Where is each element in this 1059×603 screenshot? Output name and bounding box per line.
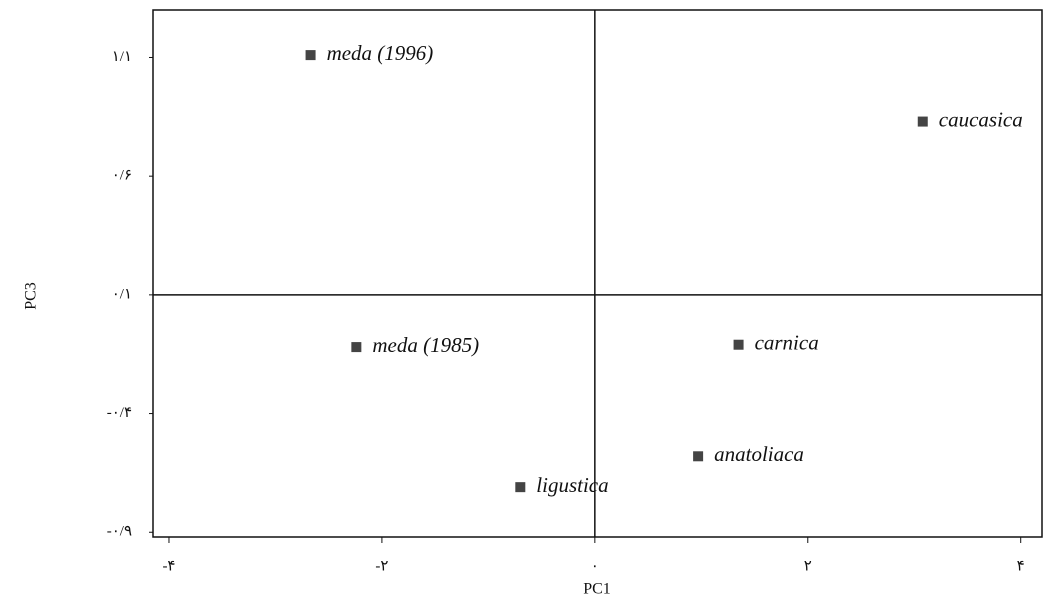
x-axis-label: PC1 xyxy=(583,581,611,598)
y-tick-label: -۰/۹ xyxy=(107,524,132,540)
x-tick-label: -۴ xyxy=(162,558,175,574)
plot-frame xyxy=(152,9,1043,538)
point xyxy=(351,342,362,353)
x-tick-label: ۲ xyxy=(804,558,812,574)
point-label: carnica xyxy=(755,331,819,355)
point xyxy=(515,482,526,493)
point-label: caucasica xyxy=(939,107,1023,131)
point xyxy=(917,116,928,127)
point-label: meda (1985) xyxy=(372,333,479,357)
y-tick-label: ۰/۶ xyxy=(112,168,132,184)
y-tick-label: ۱/۱ xyxy=(112,49,132,65)
x-tick-label: ٠ xyxy=(591,558,599,574)
y-tick-label: ۰/۱ xyxy=(112,286,132,302)
x-tick-label: ۴ xyxy=(1017,558,1025,574)
point xyxy=(305,50,316,61)
point-label: ligustica xyxy=(536,473,608,497)
y-axis-label: PC3 xyxy=(23,282,40,310)
y-tick-label: -۰/۴ xyxy=(107,405,132,421)
point-label: meda (1996) xyxy=(327,41,434,65)
x-tick-label: -۲ xyxy=(375,558,388,574)
point xyxy=(693,451,704,462)
point-label: anatoliaca xyxy=(714,442,804,466)
point xyxy=(733,339,744,350)
